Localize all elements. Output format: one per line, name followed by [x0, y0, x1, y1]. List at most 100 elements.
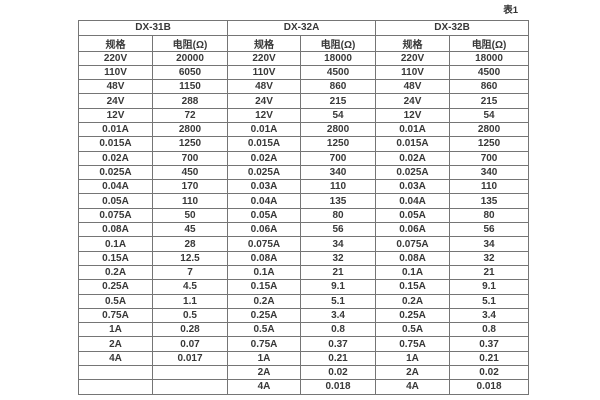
table-row: 0.1A 28 0.075A 34 0.075A 34	[78, 236, 530, 252]
resistance-cell: 32	[449, 250, 530, 266]
resistance-cell: 0.018	[300, 379, 377, 395]
spec-cell: 12V	[375, 107, 451, 123]
group-header-0: DX-31B	[77, 20, 229, 36]
resistance-cell: 18000	[449, 50, 530, 66]
spec-cell: 0.1A	[227, 264, 302, 281]
resistance-cell: 860	[300, 79, 377, 95]
resistance-cell: 28	[151, 236, 229, 252]
resistance-cell: 2800	[151, 121, 229, 138]
resistance-cell: 9.1	[300, 279, 377, 295]
table-row: 4A 0.018 4A 0.018	[78, 379, 530, 395]
table-row: 0.02A 700 0.02A 700 0.02A 700	[78, 150, 530, 166]
table-row: 12V 72 12V 54 12V 54	[78, 107, 530, 123]
spec-cell: 48V	[227, 79, 302, 95]
table-row: 24V 288 24V 215 24V 215	[78, 93, 530, 109]
resistance-cell: 700	[300, 150, 377, 166]
resistance-cell: 0.017	[151, 350, 229, 367]
spec-cell: 0.06A	[375, 222, 451, 238]
resistance-cell: 32	[300, 250, 377, 266]
spec-cell: 0.015A	[78, 136, 153, 152]
spec-cell: 220V	[78, 50, 153, 66]
group-header-1: DX-32A	[227, 20, 377, 36]
spec-cell: 12V	[227, 107, 302, 123]
spec-cell: 0.08A	[375, 250, 451, 266]
resistance-cell: 110	[300, 179, 377, 195]
resistance-cell: 340	[300, 164, 377, 181]
spec-cell: 4A	[375, 379, 451, 395]
resistance-cell: 0.8	[449, 322, 530, 338]
table-row: 2A 0.02 2A 0.02	[78, 365, 530, 381]
spec-cell: 0.75A	[78, 307, 153, 324]
table-header: DX-31B DX-32A DX-32B 规格 电阻(Ω) 规格 电阻(Ω) 规格 电阻(Ω)	[77, 20, 530, 52]
resistance-cell: 1250	[449, 136, 530, 152]
table-row: 0.015A 1250 0.015A 1250 0.015A 1250	[78, 136, 530, 152]
resistance-cell: 20000	[151, 50, 229, 66]
resistance-cell: 0.21	[300, 350, 377, 367]
spec-cell: 0.015A	[227, 136, 302, 152]
resistance-cell	[151, 379, 229, 395]
spec-cell: 0.02A	[227, 150, 302, 166]
resistance-cell: 5.1	[300, 293, 377, 309]
resistance-cell: 1.1	[151, 293, 229, 309]
column-header-row: 规格 电阻(Ω) 规格 电阻(Ω) 规格 电阻(Ω)	[78, 34, 530, 52]
resistance-cell: 4500	[449, 64, 530, 81]
spec-cell: 0.05A	[78, 193, 153, 209]
spec-cell	[78, 379, 153, 395]
resistance-cell: 340	[449, 164, 530, 181]
table-row: 0.04A 170 0.03A 110 0.03A 110	[78, 179, 530, 195]
spec-cell: 0.75A	[375, 336, 451, 352]
resistance-cell: 0.5	[151, 307, 229, 324]
resistance-cell: 7	[151, 264, 229, 281]
resistance-column-header: 电阻(Ω)	[151, 34, 229, 52]
table-row: 0.5A 1.1 0.2A 5.1 0.2A 5.1	[78, 293, 530, 309]
spec-cell: 0.015A	[375, 136, 451, 152]
table-row: 0.08A 45 0.06A 56 0.06A 56	[78, 222, 530, 238]
resistance-cell: 1250	[151, 136, 229, 152]
spec-cell: 0.5A	[375, 322, 451, 338]
resistance-cell: 4.5	[151, 279, 229, 295]
resistance-cell: 21	[300, 264, 377, 281]
spec-cell: 0.04A	[375, 193, 451, 209]
resistance-cell: 700	[449, 150, 530, 166]
table-body: 220V 20000 220V 18000 220V 18000 110V 6050 110V 4…	[78, 50, 530, 395]
resistance-cell: 12.5	[151, 250, 229, 266]
spec-cell: 0.05A	[375, 207, 451, 224]
spec-cell: 0.025A	[375, 164, 451, 181]
table-caption: 表1	[503, 5, 518, 16]
spec-cell: 0.08A	[227, 250, 302, 266]
spec-cell: 24V	[375, 93, 451, 109]
resistance-cell: 21	[449, 264, 530, 281]
spec-cell: 0.25A	[227, 307, 302, 324]
table-row: 2A 0.07 0.75A 0.37 0.75A 0.37	[78, 336, 530, 352]
spec-cell: 2A	[375, 365, 451, 381]
spec-cell: 0.01A	[375, 121, 451, 138]
spec-cell: 12V	[78, 107, 153, 123]
table-row: 0.25A 4.5 0.15A 9.1 0.15A 9.1	[78, 279, 530, 295]
spec-cell: 48V	[78, 79, 153, 95]
spec-cell: 0.04A	[78, 179, 153, 195]
resistance-cell: 0.28	[151, 322, 229, 338]
spec-cell: 0.025A	[78, 164, 153, 181]
group-header-row: DX-31B DX-32A DX-32B	[77, 20, 530, 36]
resistance-cell: 0.37	[300, 336, 377, 352]
resistance-cell: 0.8	[300, 322, 377, 338]
spec-cell: 0.15A	[227, 279, 302, 295]
spec-cell: 110V	[227, 64, 302, 81]
spec-cell: 0.04A	[227, 193, 302, 209]
spec-cell: 110V	[375, 64, 451, 81]
table-row: 0.05A 110 0.04A 135 0.04A 135	[78, 193, 530, 209]
table-row: 48V 1150 48V 860 48V 860	[78, 79, 530, 95]
spec-cell: 0.15A	[375, 279, 451, 295]
table-row: 0.75A 0.5 0.25A 3.4 0.25A 3.4	[78, 307, 530, 324]
resistance-cell: 3.4	[449, 307, 530, 324]
spec-cell: 4A	[227, 379, 302, 395]
table-row: 0.15A 12.5 0.08A 32 0.08A 32	[78, 250, 530, 266]
resistance-cell: 80	[449, 207, 530, 224]
resistance-cell: 135	[449, 193, 530, 209]
spec-cell: 0.025A	[227, 164, 302, 181]
spec-cell: 0.075A	[375, 236, 451, 252]
resistance-cell: 0.07	[151, 336, 229, 352]
spec-cell: 0.75A	[227, 336, 302, 352]
resistance-cell: 0.37	[449, 336, 530, 352]
